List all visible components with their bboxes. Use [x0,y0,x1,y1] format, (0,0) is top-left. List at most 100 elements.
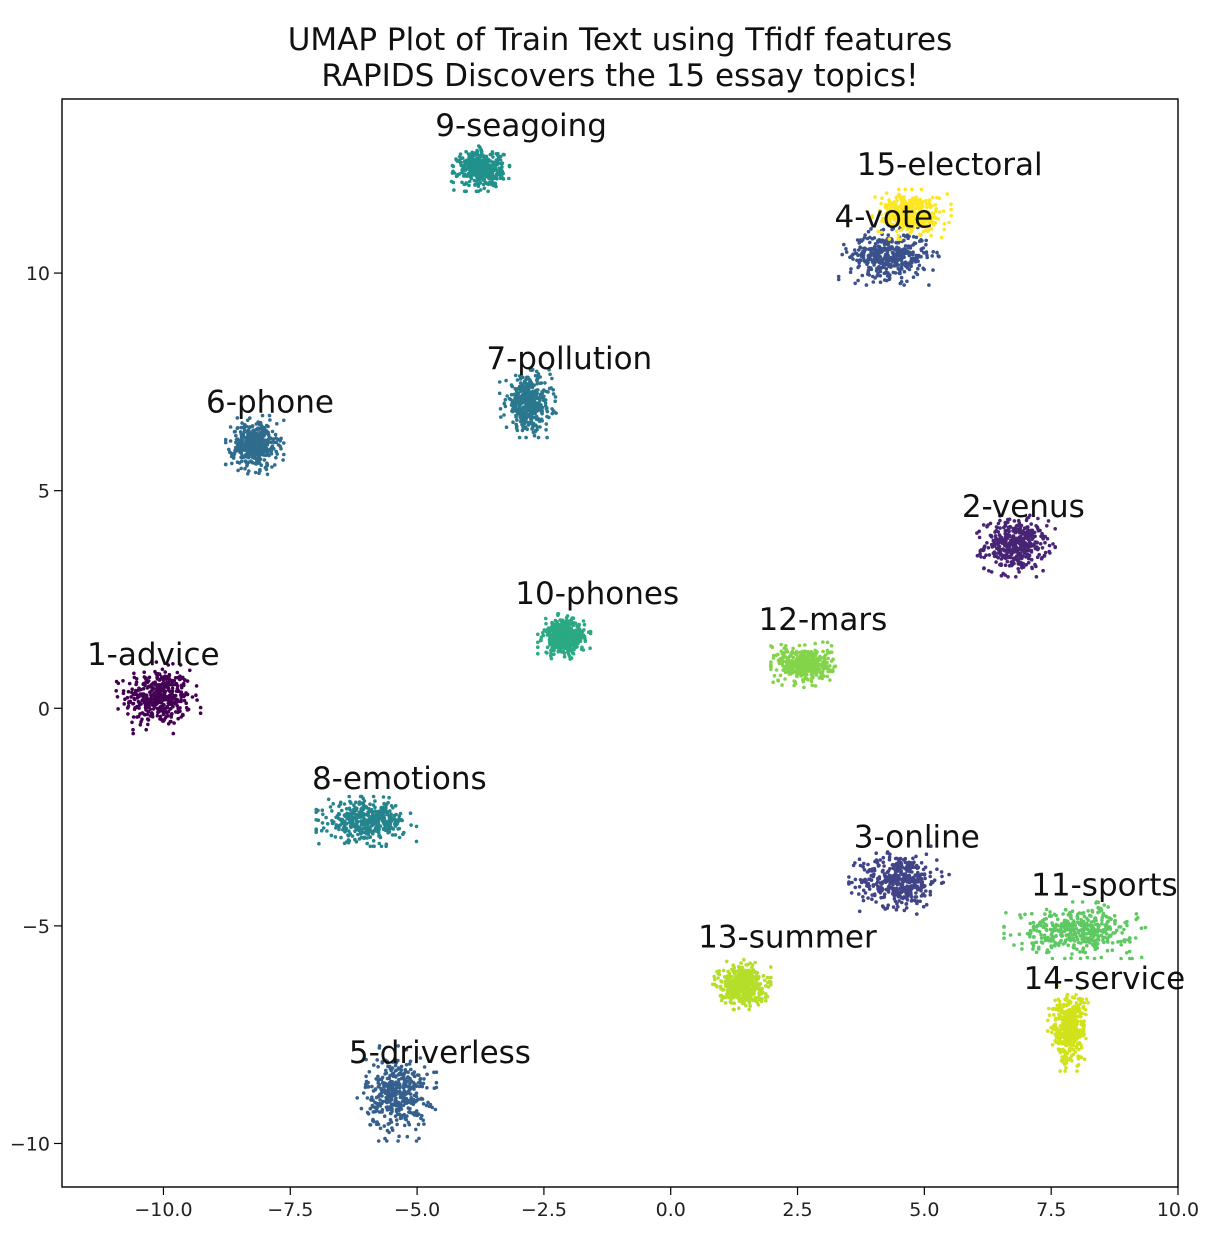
scatter-point [422,1065,427,1069]
scatter-point [912,241,917,245]
scatter-point [503,404,508,409]
scatter-point [245,418,250,423]
scatter-point [885,274,890,278]
scatter-point [414,824,419,829]
scatter-point [168,699,172,703]
scatter-point [907,888,912,893]
scatter-point [404,1062,409,1067]
scatter-point [867,887,872,891]
scatter-point [986,546,991,550]
scatter-point [543,616,548,621]
scatter-point [923,865,928,870]
scatter-point [573,641,578,645]
scatter-point [939,870,944,874]
scatter-point [842,242,846,247]
scatter-point [880,881,884,886]
scatter-point [1043,938,1048,943]
scatter-point [167,672,172,677]
scatter-point [891,905,896,909]
scatter-point [552,652,556,656]
scatter-point [1093,940,1098,945]
scatter-point [1038,922,1042,926]
scatter-point [368,1106,373,1111]
scatter-point [1059,938,1063,943]
scatter-point [909,259,913,263]
scatter-point [552,632,556,636]
scatter-point [354,800,358,805]
scatter-point [399,1107,404,1111]
scatter-point [869,227,873,231]
scatter-point [505,394,510,398]
scatter-point [393,819,398,824]
scatter-point [857,909,862,914]
scatter-point [904,896,909,900]
scatter-point [402,1099,407,1103]
scatter-point [402,1089,406,1094]
scatter-point [581,648,586,652]
scatter-point [800,655,804,660]
scatter-point [903,872,908,876]
scatter-point [159,699,164,703]
scatter-point [872,245,877,249]
scatter-point [385,810,389,814]
scatter-point [1023,534,1027,539]
scatter-point [375,1106,379,1110]
scatter-point [1028,928,1033,933]
scatter-point [998,526,1002,530]
scatter-point [899,884,904,889]
scatter-point [406,1084,410,1089]
scatter-point [1066,943,1070,948]
scatter-point [1095,946,1099,950]
scatter-point [408,811,413,815]
scatter-point [1068,923,1073,928]
scatter-point [981,548,985,553]
scatter-point [370,1095,374,1099]
scatter-point [861,895,865,899]
scatter-point [371,839,376,843]
cluster-11-sports [1002,900,1148,961]
scatter-point [361,822,366,826]
scatter-point [228,450,232,455]
scatter-point [171,662,175,666]
scatter-point [542,388,546,392]
scatter-point [776,678,780,682]
scatter-point [769,644,773,648]
scatter-point [362,817,367,821]
scatter-point [994,560,998,564]
scatter-point [390,1066,395,1070]
scatter-point [1029,528,1033,533]
scatter-point [462,189,467,194]
scatter-point [881,905,886,909]
scatter-point [268,418,272,422]
scatter-point [822,655,827,659]
scatter-point [1077,928,1081,933]
scatter-point [784,644,788,648]
scatter-point [258,453,262,458]
scatter-point [999,562,1003,567]
scatter-point [258,420,263,425]
scatter-point [904,886,908,891]
scatter-point [324,815,328,820]
scatter-point [471,168,475,173]
scatter-point [1085,943,1089,948]
scatter-point [188,668,192,673]
scatter-point [502,413,506,417]
scatter-point [262,426,267,431]
scatter-point [399,1068,404,1072]
scatter-point [401,1103,406,1108]
scatter-point [531,406,536,411]
scatter-point [1042,554,1047,558]
scatter-point [410,1098,414,1102]
scatter-point [156,709,160,714]
scatter-point [412,1073,416,1077]
scatter-point [975,531,979,535]
scatter-point [1054,922,1059,927]
scatter-point [551,635,556,639]
scatter-point [840,252,844,257]
scatter-point [896,905,900,909]
scatter-point [1086,918,1090,922]
scatter-point [264,423,269,428]
scatter-point [499,415,503,419]
scatter-point [562,651,567,655]
scatter-point [378,1098,382,1102]
